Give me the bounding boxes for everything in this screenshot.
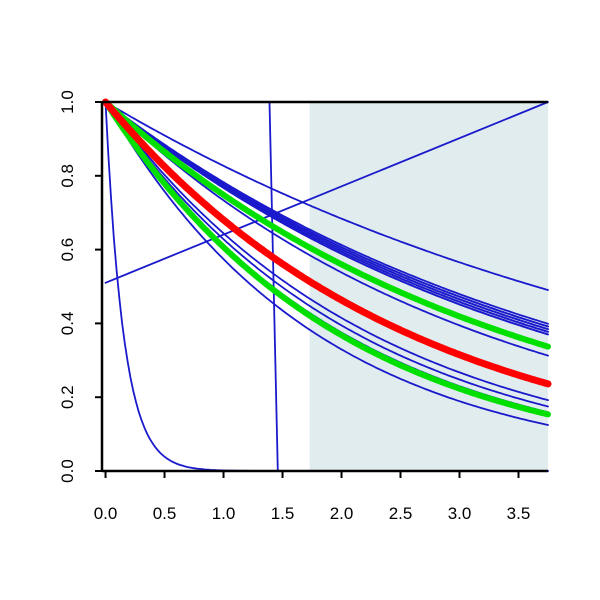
y-axis-ticks: 0.0 0.2 0.4 0.6 0.8 1.0 <box>58 90 102 483</box>
y-tick-label: 0.8 <box>58 164 77 188</box>
y-tick-label: 0.0 <box>58 459 77 483</box>
y-tick-label: 0.6 <box>58 238 77 262</box>
y-tick-label: 0.2 <box>58 385 77 409</box>
x-tick-label: 0.0 <box>94 504 118 523</box>
series-layer <box>102 98 552 472</box>
series-line-14 <box>104 101 549 426</box>
x-tick-label: 3.5 <box>507 504 531 523</box>
x-tick-label: 2.0 <box>330 504 354 523</box>
series-line-15 <box>102 99 551 350</box>
x-tick-label: 1.0 <box>212 504 236 523</box>
series-line-10 <box>104 101 549 357</box>
series-line-1 <box>104 101 549 284</box>
series-line-12 <box>104 101 549 408</box>
x-tick-label: 0.5 <box>153 504 177 523</box>
x-axis-ticks: 0.0 0.5 1.0 1.5 2.0 2.5 3.0 3.5 <box>94 471 531 523</box>
series-line-16 <box>102 99 551 418</box>
x-tick-label: 2.5 <box>389 504 413 523</box>
series-line-17 <box>102 98 552 388</box>
series-line-9 <box>104 101 549 336</box>
y-tick-label: 0.4 <box>58 312 77 336</box>
series-line-11 <box>104 101 549 401</box>
y-tick-label: 1.0 <box>58 90 77 114</box>
series-line-4 <box>104 101 549 291</box>
x-tick-label: 1.5 <box>271 504 295 523</box>
x-tick-label: 3.0 <box>448 504 472 523</box>
